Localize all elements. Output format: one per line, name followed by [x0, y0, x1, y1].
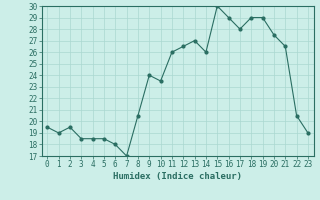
X-axis label: Humidex (Indice chaleur): Humidex (Indice chaleur) — [113, 172, 242, 181]
